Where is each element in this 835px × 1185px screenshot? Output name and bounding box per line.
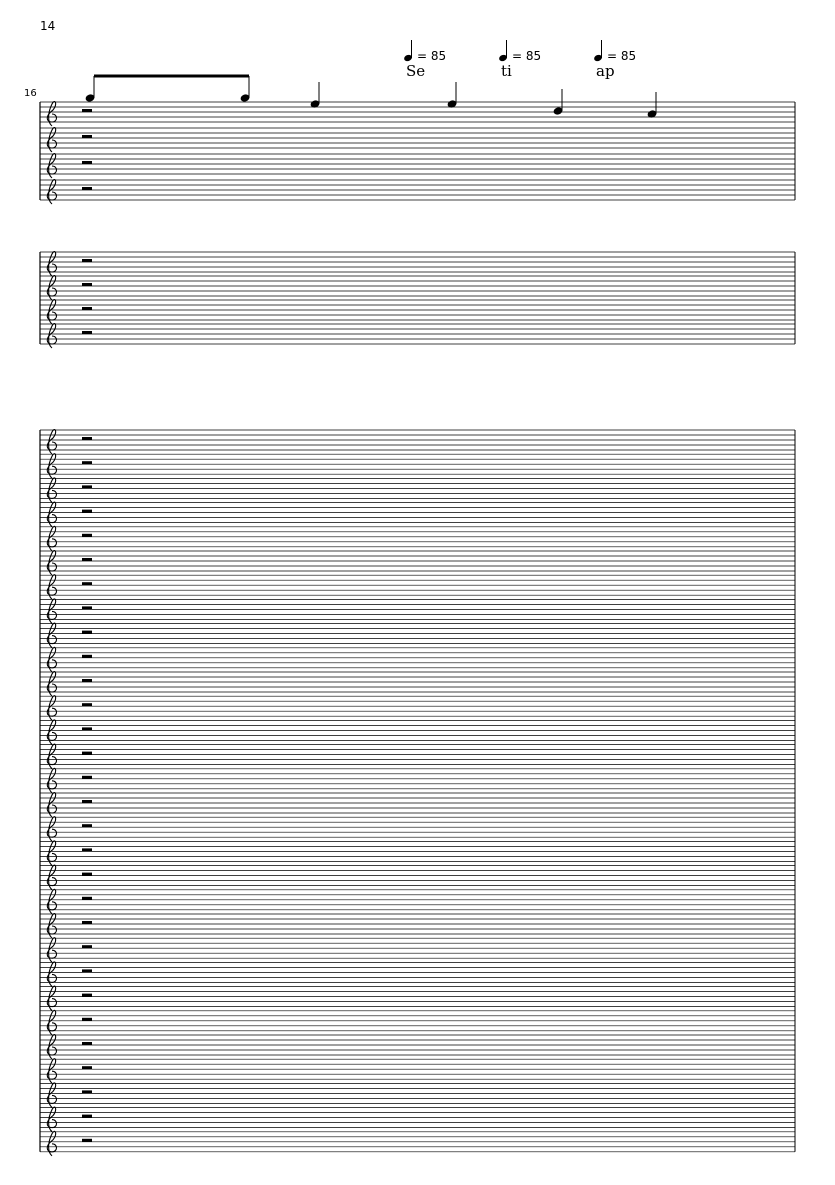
clef [46, 840, 58, 866]
rest [82, 582, 92, 586]
clef [46, 323, 58, 349]
clef [46, 792, 58, 818]
page-number: 14 [40, 19, 55, 33]
clef [46, 299, 58, 325]
clef [46, 864, 58, 891]
rest [82, 630, 92, 634]
rest [82, 331, 92, 334]
lyric: ap [596, 62, 615, 80]
tempo-note [404, 54, 412, 62]
note-head [647, 110, 657, 118]
rest [82, 558, 92, 561]
clef [46, 695, 58, 721]
rest [82, 1042, 92, 1045]
rest [82, 751, 92, 755]
rest [82, 993, 92, 997]
rest [82, 1138, 92, 1142]
clef [46, 888, 58, 915]
rest [82, 824, 92, 828]
clef [46, 816, 58, 842]
clef [46, 101, 58, 127]
clef [46, 501, 58, 528]
tempo-text: = 85 [417, 49, 446, 63]
clef [46, 1058, 58, 1084]
note-head [553, 107, 563, 115]
rest [82, 533, 92, 537]
note-head [240, 94, 250, 102]
clef [46, 743, 58, 770]
rest [82, 800, 92, 803]
lyric: Se [406, 62, 425, 80]
rest [82, 654, 92, 658]
rest [82, 283, 92, 286]
clef [46, 525, 58, 552]
note-head [447, 100, 457, 108]
clef [46, 646, 58, 673]
clef [46, 719, 58, 745]
rest [82, 606, 92, 610]
clef [46, 251, 58, 277]
measure-number: 16 [24, 88, 37, 99]
clef [46, 550, 58, 576]
clef [46, 453, 58, 479]
clef [46, 477, 58, 503]
rest [82, 259, 92, 262]
clef [46, 179, 58, 205]
rest [82, 161, 92, 164]
clef [46, 1130, 58, 1157]
clef [46, 985, 58, 1012]
clef [46, 275, 58, 301]
clef [46, 574, 58, 600]
clef [46, 961, 58, 987]
rest [82, 1017, 92, 1021]
rest [82, 1066, 92, 1070]
clef [46, 429, 58, 455]
rest [82, 679, 92, 682]
staves [39, 74, 796, 1157]
tempo-text: = 85 [607, 49, 636, 63]
clef [46, 1009, 58, 1036]
clef [46, 767, 58, 794]
rest [82, 969, 92, 973]
rest [82, 461, 92, 465]
clef [46, 1082, 58, 1108]
lyric: ti [501, 62, 512, 80]
rest [82, 1114, 92, 1118]
rest [82, 775, 92, 779]
clef [46, 1106, 58, 1133]
rest [82, 896, 92, 900]
clef [46, 1034, 58, 1060]
note-head [85, 94, 95, 102]
clef [46, 127, 58, 153]
rest [82, 848, 92, 852]
rest [82, 307, 92, 310]
rest [82, 437, 92, 440]
tempo-note [594, 54, 602, 62]
tempo-text: = 85 [512, 49, 541, 63]
tempo-note [499, 54, 507, 62]
clef [46, 937, 58, 963]
clef [46, 671, 58, 697]
rest [82, 135, 92, 138]
rest [82, 703, 92, 707]
rest [82, 1090, 92, 1094]
clef [46, 153, 58, 179]
rest [82, 727, 92, 731]
rest [82, 187, 92, 190]
rest [82, 921, 92, 924]
rest [82, 872, 92, 876]
rest [82, 509, 92, 513]
clef [46, 622, 58, 649]
clef [46, 913, 58, 939]
rest [82, 945, 92, 949]
note-head [310, 100, 320, 108]
rest [82, 485, 92, 489]
clef [46, 598, 58, 624]
rest [82, 109, 92, 112]
